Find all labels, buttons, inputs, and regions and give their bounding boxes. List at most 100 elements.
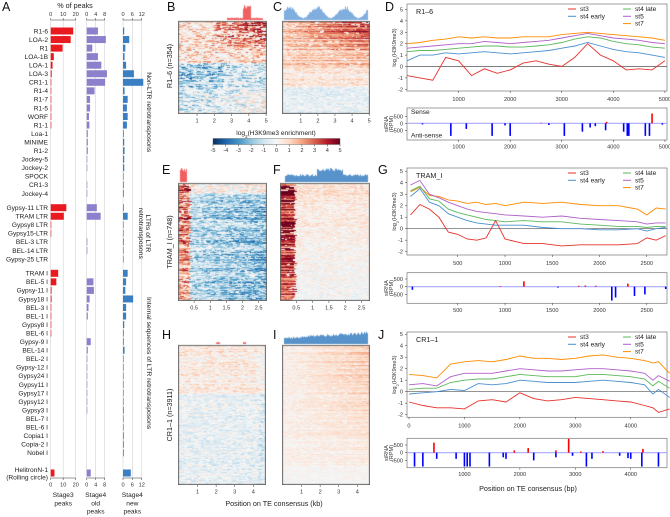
colorbar-tick-label: 5 xyxy=(338,148,341,154)
bar xyxy=(86,78,106,86)
bar xyxy=(123,346,125,354)
series-line-st5 xyxy=(408,368,670,387)
category-label: Gypsy-25 LTR xyxy=(6,256,48,263)
tick-label: 8 xyxy=(103,12,106,18)
sense-sirna-bar xyxy=(433,442,435,453)
tick-label: 0.5 xyxy=(292,306,300,312)
category-label: Nobel I xyxy=(27,450,48,457)
heatmap-c-r1-6-st4 xyxy=(282,4,370,114)
tick-label: 2 xyxy=(213,119,216,125)
sirna-frame xyxy=(406,272,668,304)
tick-label: 12 xyxy=(139,12,145,18)
panel-letter: H xyxy=(162,328,171,342)
bar xyxy=(86,181,88,189)
bar xyxy=(50,269,59,277)
colorbar: log2(H3K9me3 enrichment) -5 -4 -3 -2 -1 0 1 2 3 4 5 xyxy=(211,130,342,154)
tick-label: 1 xyxy=(311,306,314,312)
bar xyxy=(123,229,124,237)
category-label: R1-4 xyxy=(34,88,49,95)
bar xyxy=(123,36,130,44)
bar xyxy=(86,363,88,371)
y-tick-label: 0 xyxy=(400,390,403,396)
tick-label: 4 xyxy=(94,12,97,18)
y-tick-label: 5 xyxy=(400,7,403,13)
y-tick-label: 2 xyxy=(400,42,403,48)
bar xyxy=(50,121,52,129)
bar xyxy=(123,440,124,448)
antisense-sirna-bar xyxy=(455,452,457,459)
sense-sirna-bar xyxy=(555,450,557,453)
sirna-x-tick-label: 1500 xyxy=(546,308,558,314)
bar xyxy=(50,278,57,286)
category-label: R1-6 xyxy=(34,28,49,35)
sirna-y-axis-label: (RPM) xyxy=(389,280,395,296)
category-label: Gypsy-11 LTR xyxy=(6,205,48,212)
category-label: LOA-1B xyxy=(25,54,49,61)
category-label: TRAM I xyxy=(26,271,49,278)
sirna-track: 500 0-500 1000 2000 3000 4000 siRNA (RPM) xyxy=(384,437,668,478)
y-axis-label: log2(H3K9me3) xyxy=(392,192,400,230)
sirna-y-axis-label: siRNA xyxy=(384,116,390,132)
y-tick-label: 3 xyxy=(400,192,403,198)
series-line-st4-late xyxy=(410,185,666,228)
bar xyxy=(123,212,128,220)
bar xyxy=(86,278,94,286)
colorbar-tick-label: 1 xyxy=(288,148,291,154)
sirna-x-tick-label: 3000 xyxy=(556,145,568,151)
bar xyxy=(86,212,101,220)
legend-label: st4 late xyxy=(635,334,657,341)
bar xyxy=(123,406,124,414)
tick-label: 2 xyxy=(344,306,347,312)
category-label: Gypsy11 I xyxy=(19,382,48,389)
y-tick-label: 1 xyxy=(400,53,403,59)
category-label: BEL-2 I xyxy=(26,356,48,363)
sense-sirna-bar xyxy=(523,281,525,287)
colorbar-tick-label: 0 xyxy=(275,148,278,154)
series-line-st7 xyxy=(406,31,665,45)
bar xyxy=(86,27,98,35)
colorbar-title: log2(H3K9me3 enrichment) xyxy=(236,130,316,139)
colorbar-tick-label: 4 xyxy=(326,148,329,154)
antisense-sirna-bar xyxy=(581,123,584,132)
heatmap-h-cr1-st3 xyxy=(178,330,266,485)
antisense-sirna-bar xyxy=(661,123,664,125)
antisense-sirna-bar xyxy=(648,123,651,136)
tick-label: 1 xyxy=(195,119,198,125)
bar xyxy=(86,130,88,138)
sirna-y-tick-label: 500 xyxy=(394,277,403,283)
series-label: peaks xyxy=(124,509,142,516)
antisense-sirna-bar xyxy=(532,452,535,461)
category-label: Copia1 I xyxy=(23,433,48,440)
legend-label: st7 xyxy=(635,349,644,356)
tick-label: 20 xyxy=(73,12,79,18)
series-label: old xyxy=(91,500,100,507)
sense-sirna-bar xyxy=(540,122,542,124)
category-label: CR1-1 xyxy=(29,80,48,87)
bar xyxy=(123,380,124,388)
sense-sirna-bar xyxy=(567,438,570,453)
tick-label: 6 xyxy=(131,483,134,489)
sirna-x-tick-label: 5000 xyxy=(659,145,670,151)
sirna-y-tick-label: 0 xyxy=(400,285,403,291)
bar xyxy=(86,338,91,346)
category-label: BEL-14 I xyxy=(22,348,48,355)
y-axis-label: log2(H3K9me3) xyxy=(392,28,400,66)
sense-sirna-bar xyxy=(513,450,516,453)
tick-label: 5 xyxy=(265,119,268,125)
y-tick-label: 4 xyxy=(400,344,403,350)
legend-label: st7 xyxy=(635,21,644,28)
antisense-sirna-bar xyxy=(664,286,667,290)
bar xyxy=(86,189,88,197)
plot-title: TRAM_I xyxy=(416,171,442,180)
tick-label: 1 xyxy=(209,306,212,312)
bar xyxy=(123,304,127,311)
series-line-st7 xyxy=(408,354,670,379)
category-label: LOA-3 xyxy=(29,71,48,78)
heatmap-axes: 1 2 3 4 5 1 2 3 4 5 0.5 1 1.5 2 2.5 0.5 1 1.5 2 2.5 1 2 3 4 1 2 3 4… xyxy=(165,44,371,508)
y-tick-label: 1 xyxy=(400,215,403,221)
bar xyxy=(123,269,128,277)
sirna-y-tick-label: -500 xyxy=(392,292,403,298)
heatmap-f-tram-st4 xyxy=(280,167,370,301)
